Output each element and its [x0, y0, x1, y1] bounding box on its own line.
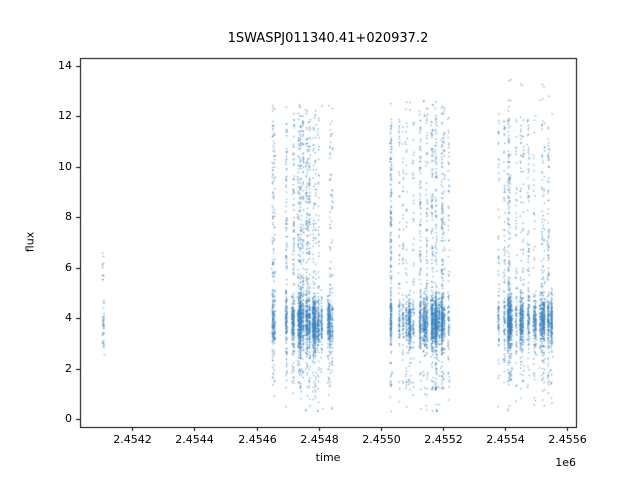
- x-tick-label: 2.4542: [113, 433, 152, 446]
- y-tick-label: 14: [58, 58, 72, 72]
- y-tick-label: 10: [58, 159, 72, 173]
- x-tick-label: 2.4546: [238, 433, 277, 446]
- x-tick-label: 2.4548: [300, 433, 339, 446]
- x-tick-label: 2.4544: [175, 433, 214, 446]
- y-tick-label: 0: [65, 411, 72, 425]
- x-axis-offset-label: 1e6: [555, 456, 576, 469]
- y-tick-label: 6: [65, 260, 72, 274]
- x-tick-label: 2.4552: [424, 433, 463, 446]
- y-tick-label: 12: [58, 108, 72, 122]
- x-axis-label: time: [315, 451, 341, 464]
- x-tick-label: 2.4550: [362, 433, 401, 446]
- x-tick-label: 2.4554: [486, 433, 525, 446]
- y-tick-label: 8: [65, 209, 72, 223]
- chart-title: 1SWASPJ011340.41+020937.2: [227, 31, 429, 46]
- y-tick-label: 4: [65, 310, 72, 324]
- y-axis-label: flux: [23, 231, 37, 253]
- y-tick-label: 2: [65, 361, 72, 375]
- x-tick-label: 2.4556: [548, 433, 587, 446]
